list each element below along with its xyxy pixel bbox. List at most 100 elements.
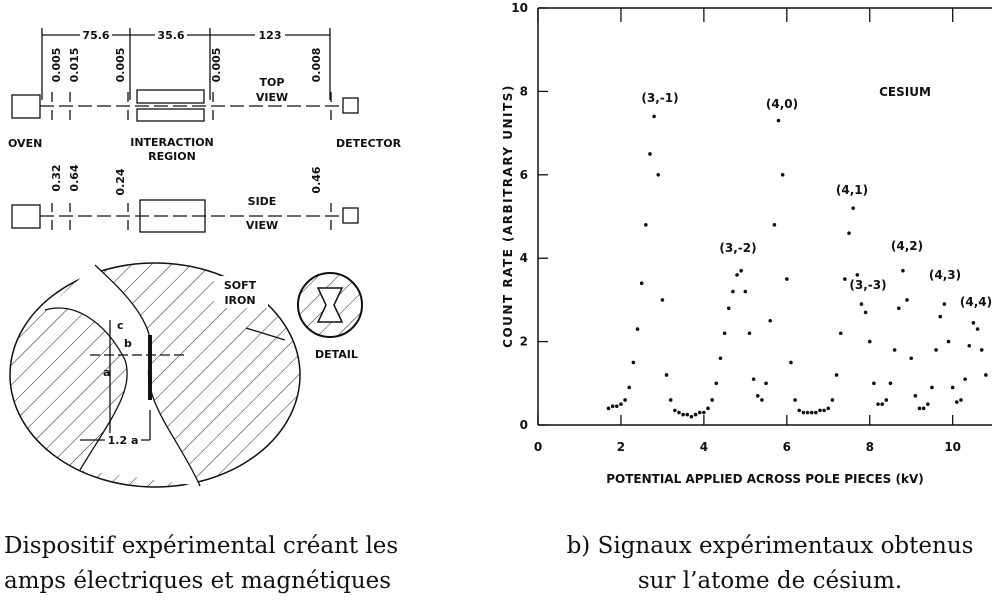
caption: Dispositif expérimental créant les [4, 533, 398, 559]
data-point [689, 414, 694, 419]
data-point [971, 321, 976, 325]
y-tick-label: 6 [520, 168, 528, 182]
y-axis-label: COUNT RATE (ARBITRARY UNITS) [501, 84, 515, 348]
data-point [644, 223, 648, 227]
gap-label: 0.46 [310, 166, 323, 193]
gap-label: 0.005 [114, 48, 127, 83]
data-point [818, 408, 822, 413]
data-point [855, 273, 860, 277]
x-tick-label: 6 [783, 440, 791, 454]
dimension: 35.6 [157, 29, 184, 42]
data-point [925, 402, 930, 406]
data-point [867, 339, 872, 344]
data-point [631, 360, 636, 365]
x-tick-label: 8 [866, 440, 874, 454]
detail-label: DETAIL [315, 348, 358, 361]
data-point [681, 412, 685, 417]
data-point [776, 118, 781, 123]
x-tick-label: 0 [534, 440, 542, 454]
data-point [743, 289, 748, 294]
oven-label: OVEN [8, 137, 42, 150]
data-point [967, 343, 972, 348]
data-point [809, 410, 814, 415]
dimension-letter: c [117, 319, 124, 332]
data-point [847, 231, 851, 235]
data-point [739, 268, 743, 273]
x-tick-label: 10 [944, 440, 961, 454]
region-label: INTERACTION [130, 136, 214, 149]
data-point [963, 377, 967, 381]
data-point [735, 273, 739, 277]
data-point [639, 281, 644, 286]
data-point [697, 410, 702, 415]
data-point [702, 410, 706, 415]
gap-label: 0.008 [310, 48, 323, 83]
dimension: 123 [259, 29, 282, 42]
peak-label: CESIUM [879, 85, 931, 99]
data-point [826, 406, 831, 411]
peak-label: (4,2) [891, 239, 923, 253]
gap-label: 0.005 [50, 48, 63, 83]
data-point [975, 327, 980, 331]
data-point [627, 385, 632, 390]
data-point [747, 331, 752, 336]
data-point [942, 302, 947, 306]
gap-label: 0.015 [68, 48, 81, 83]
data-point [610, 404, 615, 409]
data-point [946, 339, 951, 344]
data-point [768, 318, 773, 323]
dimension-letter: b [124, 337, 132, 350]
data-point [859, 302, 864, 306]
data-point [872, 381, 876, 386]
gap-label: 0.64 [68, 164, 81, 191]
data-point [673, 408, 677, 413]
data-point [710, 398, 714, 402]
gap-label: 0.32 [50, 164, 63, 191]
data-point [685, 412, 690, 417]
data-point [896, 306, 901, 311]
data-point [959, 398, 963, 402]
data-point [979, 348, 984, 352]
data-point [901, 268, 905, 273]
peak-label: (3,-2) [719, 241, 756, 255]
data-point [760, 398, 764, 402]
data-point [863, 310, 868, 315]
data-point [648, 152, 652, 156]
x-tick-label: 4 [700, 440, 708, 454]
data-point [930, 385, 934, 390]
data-point [722, 331, 727, 336]
gap-label: 0.005 [210, 48, 223, 83]
data-point [664, 373, 669, 377]
data-point [606, 406, 611, 411]
data-point [876, 402, 880, 406]
data-point [718, 356, 723, 361]
data-point [623, 398, 627, 402]
view-label: VIEW [256, 91, 288, 104]
x-tick-label: 2 [617, 440, 625, 454]
data-point [805, 410, 810, 415]
data-point [843, 277, 847, 281]
peak-label: (4,0) [766, 97, 798, 111]
y-tick-label: 2 [520, 335, 528, 349]
data-point [797, 408, 802, 413]
data-point [909, 356, 914, 361]
data-point [822, 408, 826, 413]
data-point [726, 306, 731, 311]
data-point [851, 206, 855, 210]
data-point [755, 394, 760, 398]
dimension: 75.6 [82, 29, 109, 42]
data-point [656, 173, 661, 177]
view-label: VIEW [246, 219, 278, 232]
data-point [785, 277, 789, 281]
material-label: IRON [224, 294, 255, 307]
data-point [955, 400, 959, 404]
data-point [905, 298, 909, 302]
data-point [938, 314, 943, 319]
material-label: SOFT [224, 279, 257, 292]
y-tick-label: 4 [520, 251, 528, 265]
data-point [635, 327, 640, 331]
data-point [751, 377, 756, 381]
data-point [921, 406, 926, 411]
peak-label: (4,3) [929, 268, 961, 282]
